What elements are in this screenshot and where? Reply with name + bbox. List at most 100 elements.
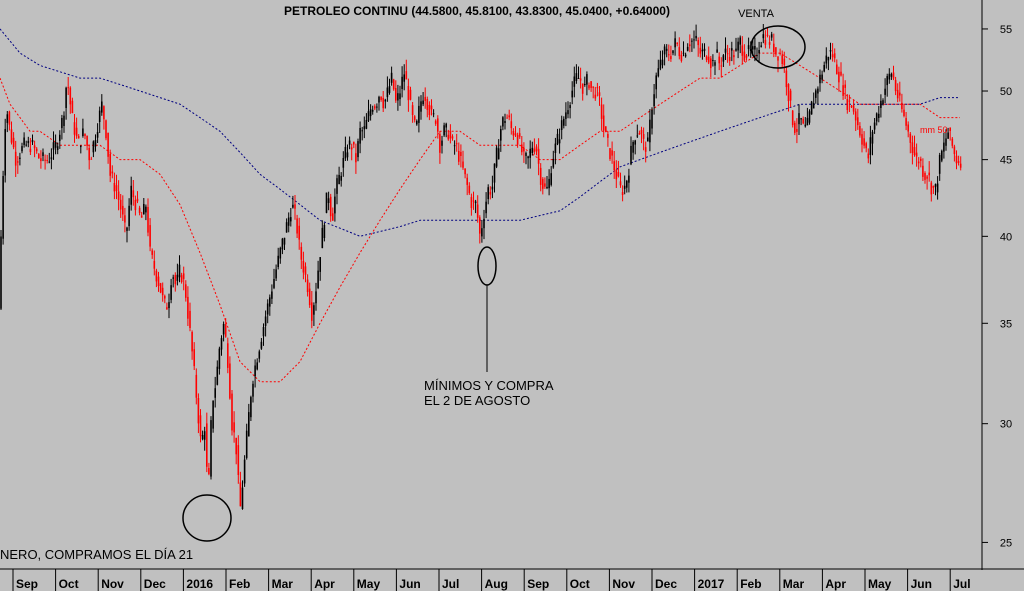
candle-body bbox=[260, 341, 263, 349]
january-low-label: NERO, COMPRAMOS EL DÍA 21 bbox=[0, 547, 193, 562]
candle-body bbox=[741, 45, 744, 56]
candle-body bbox=[567, 110, 569, 115]
candle-body bbox=[48, 161, 51, 163]
candle-body bbox=[726, 53, 729, 55]
candle-body bbox=[308, 288, 311, 306]
candle-body bbox=[252, 383, 254, 397]
candle-body bbox=[500, 129, 502, 141]
candle-body bbox=[113, 183, 116, 192]
candle-body bbox=[913, 147, 916, 155]
candle-body bbox=[495, 147, 498, 167]
candle-body bbox=[422, 100, 424, 105]
candle-body bbox=[703, 48, 706, 51]
candle-body bbox=[350, 147, 353, 150]
x-tick-label: Dec bbox=[144, 577, 166, 591]
candle-body bbox=[573, 76, 576, 87]
candle-body bbox=[243, 459, 246, 484]
candle-body bbox=[758, 50, 760, 54]
candle-body bbox=[894, 79, 897, 92]
candle-body bbox=[336, 178, 338, 194]
candle-body bbox=[275, 269, 277, 279]
candle-body bbox=[628, 175, 630, 183]
candle-body bbox=[592, 86, 594, 88]
candle-body bbox=[691, 40, 693, 42]
candle-body bbox=[229, 363, 231, 399]
candle-body bbox=[596, 87, 599, 89]
candle-body bbox=[10, 129, 13, 143]
price-candles bbox=[0, 24, 962, 510]
candle-body bbox=[632, 142, 634, 153]
candle-body bbox=[672, 50, 674, 54]
candle-body bbox=[859, 126, 861, 136]
candle-body bbox=[390, 72, 393, 83]
candle-body bbox=[909, 133, 912, 143]
candle-body bbox=[80, 145, 82, 148]
candle-body bbox=[313, 305, 315, 315]
candle-body bbox=[827, 57, 830, 61]
candle-body bbox=[451, 136, 454, 139]
candle-body bbox=[810, 101, 813, 115]
candle-body bbox=[922, 165, 924, 177]
candle-body bbox=[676, 42, 678, 44]
x-tick-label: Jul bbox=[442, 577, 459, 591]
candle-body bbox=[878, 113, 880, 118]
candle-body bbox=[50, 157, 53, 160]
candle-body bbox=[770, 34, 773, 38]
candle-body bbox=[168, 302, 170, 309]
candle-body bbox=[789, 90, 792, 101]
candle-body bbox=[27, 140, 30, 144]
candle-body bbox=[363, 126, 366, 130]
candle-body bbox=[134, 199, 137, 211]
candle-body bbox=[605, 126, 607, 132]
y-tick-label: 45 bbox=[1000, 155, 1012, 167]
x-tick-label: Apr bbox=[314, 577, 335, 591]
candle-body bbox=[817, 88, 819, 94]
candle-body bbox=[838, 71, 840, 83]
candle-body bbox=[14, 151, 17, 166]
candle-body bbox=[147, 207, 149, 233]
candle-body bbox=[846, 99, 849, 110]
candle-body bbox=[951, 138, 954, 146]
august-low-label-1: MÍNIMOS Y COMPRA bbox=[424, 378, 554, 393]
candle-body bbox=[428, 104, 431, 115]
candle-body bbox=[52, 142, 55, 150]
candle-body bbox=[317, 270, 319, 288]
candle-body bbox=[852, 105, 855, 112]
candle-body bbox=[248, 412, 250, 437]
candle-body bbox=[67, 87, 69, 89]
candle-body bbox=[634, 140, 636, 145]
candle-body bbox=[584, 84, 586, 85]
candle-body bbox=[374, 106, 376, 109]
x-tick-label: Mar bbox=[272, 577, 294, 591]
candle-body bbox=[140, 215, 143, 218]
candle-body bbox=[560, 120, 563, 130]
candle-body bbox=[766, 34, 769, 36]
january-low-circle bbox=[182, 494, 232, 542]
candle-body bbox=[611, 150, 613, 156]
candle-body bbox=[311, 302, 313, 321]
candle-body bbox=[821, 74, 823, 80]
candle-body bbox=[512, 131, 515, 136]
candle-body bbox=[56, 146, 59, 150]
candle-body bbox=[290, 217, 292, 222]
candle-body bbox=[581, 83, 584, 94]
candle-body bbox=[527, 156, 529, 159]
candle-body bbox=[176, 274, 179, 281]
candle-body bbox=[932, 185, 935, 188]
candle-body bbox=[848, 100, 851, 102]
candle-body bbox=[464, 168, 466, 175]
candle-body bbox=[273, 279, 275, 288]
candle-body bbox=[798, 113, 800, 125]
candle-body bbox=[206, 423, 208, 467]
candle-body bbox=[529, 148, 531, 158]
candle-body bbox=[4, 129, 6, 176]
candle-body bbox=[943, 142, 945, 152]
candle-body bbox=[201, 435, 204, 440]
candle-body bbox=[441, 140, 443, 146]
candle-body bbox=[476, 204, 479, 218]
candle-body bbox=[880, 100, 882, 108]
candle-body bbox=[714, 62, 716, 66]
candle-body bbox=[29, 148, 32, 153]
candle-body bbox=[84, 133, 86, 136]
candle-body bbox=[172, 277, 174, 279]
